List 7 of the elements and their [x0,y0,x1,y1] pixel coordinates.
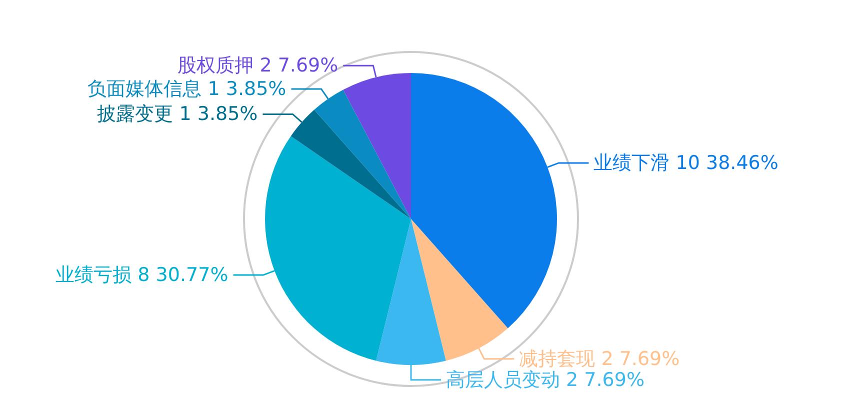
slice-label: 减持套现 2 7.69% [519,348,680,370]
slice-label: 股权质押 2 7.69% [178,54,338,77]
slice-label: 高层人员变动 2 7.69% [446,368,645,391]
slice-label: 负面媒体信息 1 3.85% [88,78,286,100]
slice-label: 业绩下滑 10 38.46% [594,152,778,174]
slice-label: 业绩亏损 8 30.77% [56,264,228,286]
slice-label: 披露变更 1 3.85% [97,103,258,126]
